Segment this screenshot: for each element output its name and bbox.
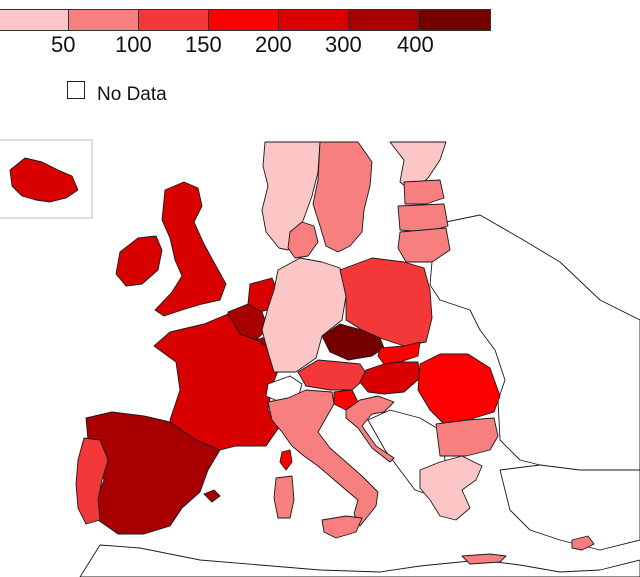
turkey-land: [499, 464, 640, 551]
region-denmark: [287, 221, 319, 259]
legend-bin-4: [208, 9, 279, 31]
region-lithuania: [397, 227, 451, 263]
region-crete: [461, 553, 507, 565]
legend-tick: 300: [325, 32, 362, 57]
region-greece: [419, 455, 483, 521]
region-hungary: [359, 361, 421, 395]
legend-tick: 150: [185, 32, 222, 57]
region-corsica: [279, 449, 293, 471]
region-portugal: [75, 437, 109, 525]
region-iceland: [9, 157, 79, 203]
region-slovakia: [377, 341, 421, 365]
region-romania: [417, 353, 501, 425]
choropleth-map: [0, 139, 640, 577]
map-legend: 50 100 150 200 300 400 No Data: [0, 0, 640, 120]
region-poland: [339, 257, 433, 347]
legend-tick: 50: [51, 32, 76, 57]
region-croatia: [345, 395, 395, 463]
north-africa-land: [79, 544, 640, 577]
region-bulgaria: [435, 417, 499, 457]
region-germany: [261, 257, 347, 373]
legend-bin-2: [68, 9, 139, 31]
region-sardinia: [273, 475, 295, 519]
no-data-label: No Data: [97, 84, 167, 105]
legend-bin-5: [278, 9, 349, 31]
non-member-land: [79, 214, 640, 577]
eastern-europe-land: [429, 214, 640, 481]
legend-bin-3: [138, 9, 209, 31]
region-ireland: [115, 235, 163, 287]
legend-tick: 100: [115, 32, 152, 57]
region-latvia: [397, 203, 449, 233]
legend-bin-7: [418, 9, 491, 31]
region-sicily: [321, 515, 363, 539]
legend-tick: 400: [397, 32, 434, 57]
legend-bin-6: [348, 9, 419, 31]
legend-tick: 200: [255, 32, 292, 57]
no-data-swatch: [67, 81, 85, 99]
region-italy: [267, 389, 379, 527]
legend-bin-1: [0, 9, 69, 31]
region-united-kingdom: [154, 181, 227, 317]
region-estonia: [403, 179, 445, 205]
region-france: [153, 313, 281, 451]
iceland-inset-frame: [0, 139, 93, 219]
region-balearic-islands: [203, 489, 221, 503]
member-regions: [9, 141, 595, 565]
region-sweden: [312, 141, 373, 253]
region-austria: [297, 359, 369, 391]
region-cyprus: [571, 535, 595, 551]
